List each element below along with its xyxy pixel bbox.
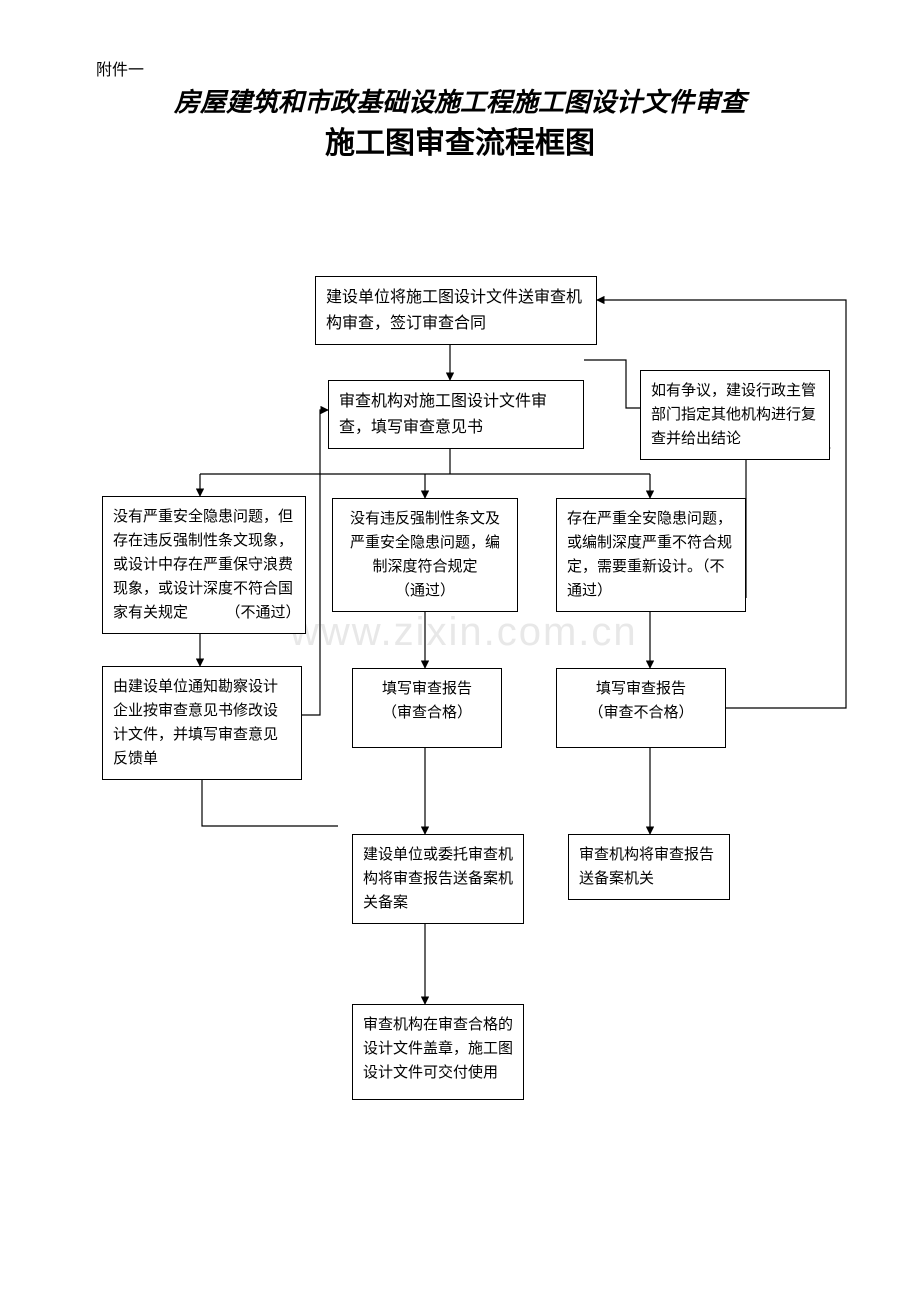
title-line-1: 房屋建筑和市政基础设施工程施工图设计文件审查 [0,82,920,119]
flowchart-node-n10: 建设单位或委托审查机构将审查报告送备案机关备案 [352,834,524,924]
flowchart-node-n12: 审查机构在审查合格的设计文件盖章，施工图设计文件可交付使用 [352,1004,524,1100]
attachment-label: 附件一 [96,56,144,80]
flowchart-node-n7: 由建设单位通知勘察设计企业按审查意见书修改设计文件，并填写审查意见反馈单 [102,666,302,780]
flowchart-node-n9: 填写审查报告（审查不合格） [556,668,726,748]
flowchart-node-n1: 建设单位将施工图设计文件送审查机构审查，签订审查合同 [315,276,597,345]
flowchart-node-n5: 没有违反强制性条文及严重安全隐患问题，编制深度符合规定（通过） [332,498,518,612]
watermark-text: www.zixin.com.cn [290,610,638,655]
flowchart-node-n6: 存在严重全安隐患问题，或编制深度严重不符合规定，需要重新设计。（不通过） [556,498,746,612]
flowchart-node-n4: 没有严重安全隐患问题，但存在违反强制性条文现象，或设计中存在严重保守浪费现象，或… [102,496,306,634]
title-line-2: 施工图审查流程框图 [0,118,920,162]
flowchart-node-n8: 填写审查报告（审查合格） [352,668,502,748]
flowchart-node-n11: 审查机构将审查报告送备案机关 [568,834,730,900]
flowchart-node-n3: 如有争议，建设行政主管部门指定其他机构进行复查并给出结论 [640,370,830,460]
flowchart-edges [0,0,920,1302]
flowchart-node-n2: 审查机构对施工图设计文件审查，填写审查意见书 [328,380,584,449]
